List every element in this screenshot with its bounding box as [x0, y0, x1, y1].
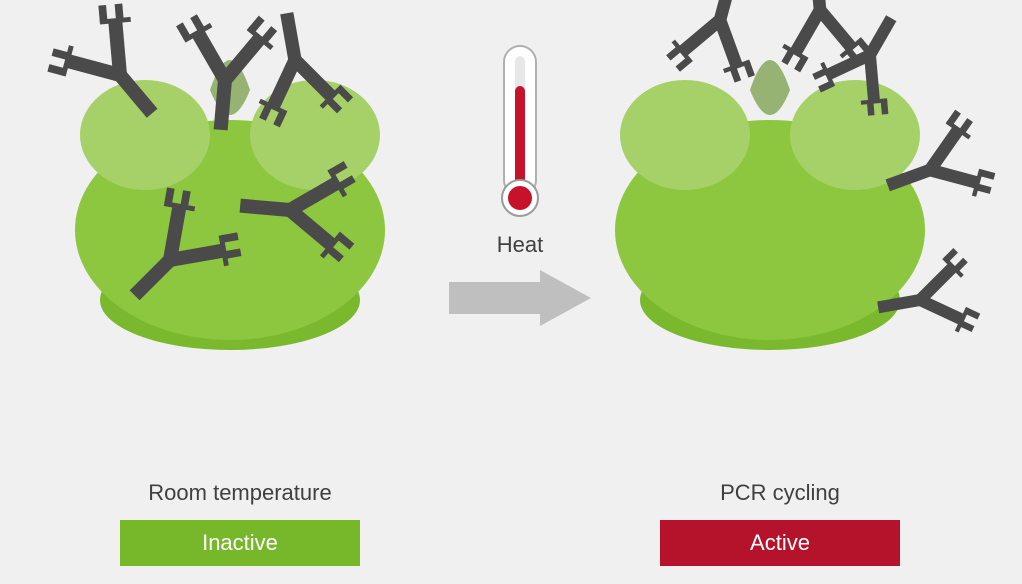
- left-enzyme-group: [0, 0, 480, 405]
- enzyme-left: [75, 60, 385, 350]
- heat-label: Heat: [470, 232, 570, 258]
- left-caption: Room temperature: [120, 480, 360, 506]
- right-state-badge: Active: [660, 520, 900, 566]
- right-caption: PCR cycling: [660, 480, 900, 506]
- right-enzyme-svg: [540, 0, 1022, 400]
- left-badge-text: Inactive: [202, 530, 278, 555]
- right-badge-text: Active: [750, 530, 810, 555]
- thermometer: [490, 40, 550, 235]
- left-state-badge: Inactive: [120, 520, 360, 566]
- left-enzyme-svg: [0, 0, 480, 400]
- right-enzyme-group: [540, 0, 1022, 405]
- diagram-canvas: Heat Room temperature Inactive PCR cycli…: [0, 0, 1022, 584]
- process-arrow: [445, 268, 595, 333]
- arrow-icon: [445, 268, 595, 328]
- thermometer-svg: [490, 40, 550, 230]
